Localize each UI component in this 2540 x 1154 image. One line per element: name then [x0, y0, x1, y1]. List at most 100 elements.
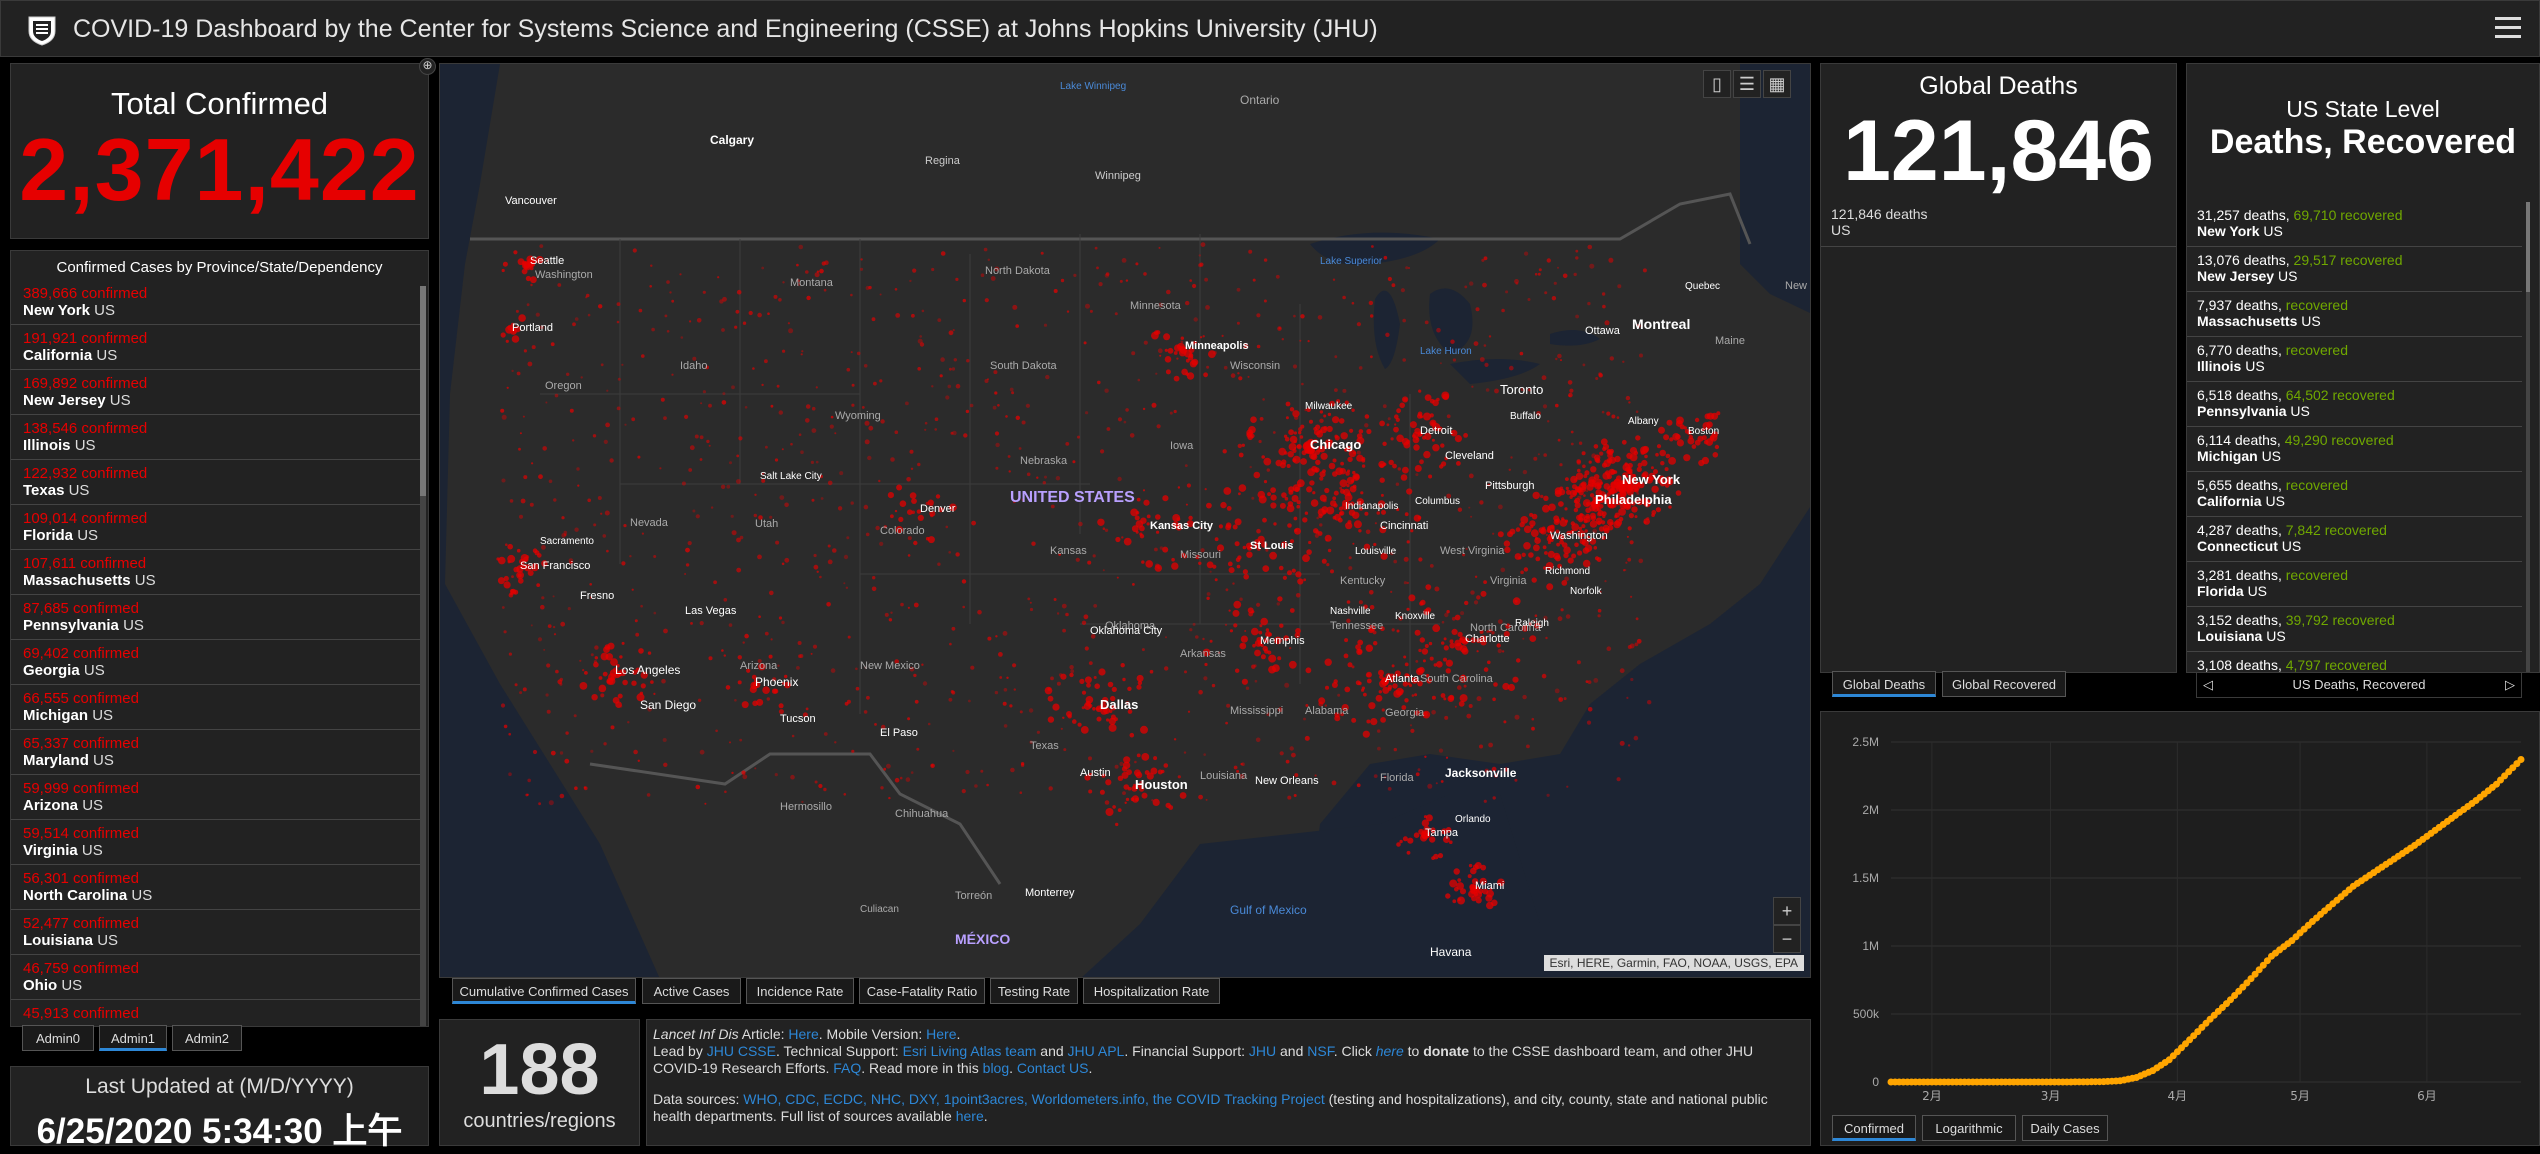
case-dot[interactable]	[610, 658, 618, 666]
case-dot[interactable]	[1021, 498, 1024, 501]
case-dot[interactable]	[1603, 483, 1611, 490]
case-dot[interactable]	[1238, 376, 1243, 381]
case-dot[interactable]	[782, 681, 786, 685]
case-dot[interactable]	[968, 699, 971, 703]
case-dot[interactable]	[1299, 339, 1302, 342]
case-dot[interactable]	[1431, 438, 1435, 442]
case-dot[interactable]	[1180, 340, 1184, 344]
case-dot[interactable]	[702, 390, 706, 394]
case-dot[interactable]	[855, 667, 858, 671]
case-dot[interactable]	[1007, 455, 1011, 458]
case-dot[interactable]	[1602, 446, 1607, 452]
case-dot[interactable]	[1319, 523, 1323, 527]
case-dot[interactable]	[736, 289, 742, 295]
case-dot[interactable]	[1146, 772, 1154, 780]
case-dot[interactable]	[1431, 710, 1436, 715]
case-dot[interactable]	[1200, 336, 1203, 339]
case-dot[interactable]	[1380, 717, 1386, 723]
case-dot[interactable]	[1477, 888, 1484, 894]
case-dot[interactable]	[1577, 530, 1585, 538]
case-dot[interactable]	[1437, 853, 1444, 859]
case-dot[interactable]	[1050, 504, 1055, 509]
case-dot[interactable]	[761, 266, 765, 270]
zoom-out-button[interactable]: −	[1773, 925, 1801, 953]
case-dot[interactable]	[717, 276, 720, 279]
case-dot[interactable]	[811, 428, 817, 433]
case-dot[interactable]	[995, 635, 998, 638]
case-dot[interactable]	[1296, 500, 1301, 505]
case-dot[interactable]	[909, 666, 915, 672]
case-dot[interactable]	[1261, 455, 1265, 459]
case-dot[interactable]	[919, 335, 922, 338]
case-dot[interactable]	[1351, 717, 1357, 723]
case-dot[interactable]	[606, 389, 609, 392]
case-dot[interactable]	[616, 302, 621, 306]
case-dot[interactable]	[1562, 273, 1568, 279]
case-dot[interactable]	[1558, 534, 1565, 541]
case-dot[interactable]	[861, 406, 865, 409]
case-dot[interactable]	[557, 283, 562, 287]
case-dot[interactable]	[1369, 590, 1374, 595]
case-dot[interactable]	[1357, 639, 1364, 646]
case-dot[interactable]	[1650, 466, 1654, 470]
case-dot[interactable]	[1229, 629, 1233, 633]
case-dot[interactable]	[1449, 879, 1458, 888]
case-dot[interactable]	[812, 644, 818, 649]
case-dot[interactable]	[1436, 327, 1441, 333]
case-dot[interactable]	[905, 401, 909, 406]
case-dot[interactable]	[1319, 418, 1324, 423]
tab-case-fatality-ratio[interactable]: Case-Fatality Ratio	[859, 978, 985, 1004]
case-dot[interactable]	[1496, 643, 1501, 648]
case-dot[interactable]	[1257, 640, 1262, 646]
case-dot[interactable]	[1554, 489, 1562, 498]
case-dot[interactable]	[1253, 471, 1261, 479]
case-dot[interactable]	[1564, 507, 1568, 511]
case-dot[interactable]	[1520, 388, 1524, 392]
case-dot[interactable]	[963, 433, 968, 438]
case-dot[interactable]	[1424, 394, 1432, 401]
case-dot[interactable]	[1593, 678, 1599, 683]
case-dot[interactable]	[846, 699, 851, 704]
case-dot[interactable]	[1441, 641, 1445, 645]
case-dot[interactable]	[1249, 465, 1252, 469]
case-dot[interactable]	[1408, 594, 1416, 602]
case-dot[interactable]	[850, 293, 853, 297]
case-dot[interactable]	[1598, 373, 1603, 378]
case-dot[interactable]	[917, 338, 923, 344]
case-dot[interactable]	[1409, 724, 1413, 727]
case-dot[interactable]	[720, 484, 726, 489]
case-dot[interactable]	[1155, 514, 1161, 520]
case-dot[interactable]	[1306, 445, 1314, 453]
case-dot[interactable]	[1325, 685, 1329, 690]
case-dot[interactable]	[1135, 262, 1139, 266]
case-dot[interactable]	[1542, 545, 1547, 550]
case-dot[interactable]	[1065, 442, 1070, 446]
case-dot[interactable]	[1356, 450, 1361, 455]
case-dot[interactable]	[1260, 617, 1268, 626]
case-dot[interactable]	[508, 732, 511, 736]
case-dot[interactable]	[602, 534, 607, 538]
case-dot[interactable]	[1470, 590, 1475, 595]
case-dot[interactable]	[1443, 645, 1449, 651]
case-dot[interactable]	[1192, 622, 1196, 626]
case-dot[interactable]	[1711, 431, 1719, 438]
case-dot[interactable]	[1265, 631, 1272, 638]
case-dot[interactable]	[1309, 419, 1313, 424]
case-dot[interactable]	[1403, 397, 1408, 402]
case-dot[interactable]	[1070, 669, 1075, 674]
case-dot[interactable]	[1419, 637, 1425, 643]
case-dot[interactable]	[1221, 334, 1224, 337]
case-dot[interactable]	[1117, 775, 1124, 781]
case-dot[interactable]	[1060, 673, 1067, 680]
case-dot[interactable]	[1332, 515, 1337, 520]
case-dot[interactable]	[1548, 503, 1556, 512]
case-dot[interactable]	[1232, 524, 1238, 530]
case-dot[interactable]	[540, 325, 544, 330]
case-dot[interactable]	[617, 377, 621, 381]
case-dot[interactable]	[1021, 420, 1026, 425]
case-dot[interactable]	[1379, 679, 1387, 688]
deaths-list-item[interactable]: 121,846 deaths US	[1831, 206, 1928, 238]
case-dot[interactable]	[1593, 502, 1598, 507]
case-dot[interactable]	[1211, 683, 1216, 688]
case-dot[interactable]	[1036, 730, 1040, 734]
